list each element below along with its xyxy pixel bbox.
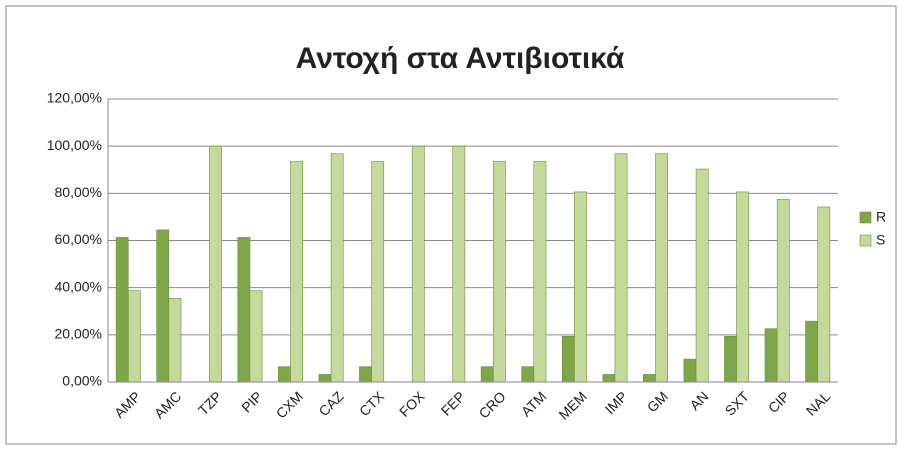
bar: [371, 161, 385, 383]
bar: [574, 191, 587, 383]
bar: [330, 153, 344, 383]
legend-swatch: [859, 211, 872, 224]
y-tick-label: 100,00%: [47, 137, 102, 153]
bar: [614, 153, 628, 383]
bar: [115, 237, 129, 383]
bar: [561, 335, 575, 383]
bar: [805, 320, 819, 383]
y-tick-label: 0,00%: [62, 373, 102, 389]
bar: [764, 328, 778, 383]
y-tick-label: 60,00%: [55, 231, 102, 247]
bar: [237, 237, 251, 383]
bar: [724, 335, 737, 383]
legend-swatch: [859, 234, 872, 247]
bar: [817, 206, 831, 383]
y-tick-label: 80,00%: [55, 184, 102, 200]
bar: [736, 191, 750, 383]
legend-label: R: [876, 209, 886, 225]
bar: [521, 366, 535, 383]
bar: [643, 374, 656, 383]
legend-label: S: [876, 232, 885, 248]
bar: [776, 199, 790, 383]
bar: [359, 366, 372, 383]
y-tick-label: 120,00%: [47, 90, 102, 106]
bar: [278, 366, 291, 383]
bar: [209, 145, 222, 383]
bar: [318, 374, 332, 383]
bar: [492, 161, 506, 383]
bar: [655, 153, 668, 383]
bar: [480, 366, 494, 383]
bar: [290, 161, 303, 383]
y-tick-label: 40,00%: [55, 278, 102, 294]
y-tick-label: 20,00%: [55, 326, 102, 342]
bar: [602, 374, 616, 383]
bar: [249, 290, 263, 383]
bar: [156, 229, 170, 383]
bar: [168, 297, 182, 383]
bar: [683, 358, 697, 383]
bar: [127, 290, 141, 383]
bar: [533, 161, 547, 383]
bar: [452, 145, 466, 383]
chart-title: Αντοχή στα Αντιβιοτικά: [296, 42, 625, 75]
bar: [411, 145, 425, 383]
bar: [695, 168, 709, 383]
